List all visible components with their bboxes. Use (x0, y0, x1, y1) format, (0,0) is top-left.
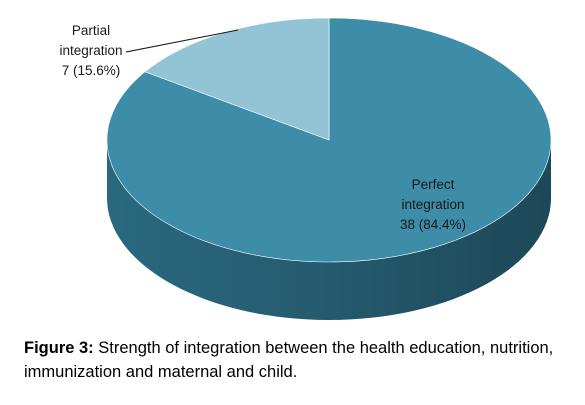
pie-chart: Perfect integration 38 (84.4%) Partial integ… (59, 17, 552, 320)
label-perfect-integration-line-1: Perfect (412, 177, 455, 192)
figure-caption: Figure 3: Strength of integration betwee… (24, 336, 584, 384)
labels-layer: Perfect integration 38 (84.4%) Partial integ… (59, 23, 466, 232)
label-partial-integration-line-2: integration (59, 43, 122, 58)
slices-layer (106, 17, 552, 320)
label-perfect-integration-line-3: 38 (84.4%) (400, 217, 466, 232)
pie-side-shade (107, 140, 551, 320)
label-partial-integration-line-3: 7 (15.6%) (62, 63, 121, 78)
caption-label: Figure 3: (24, 339, 94, 357)
label-partial-integration-line-1: Partial (72, 23, 110, 38)
leader-line-partial (125, 29, 239, 53)
caption-text: Strength of integration between the heal… (24, 339, 554, 381)
label-perfect-integration-line-2: integration (401, 197, 464, 212)
